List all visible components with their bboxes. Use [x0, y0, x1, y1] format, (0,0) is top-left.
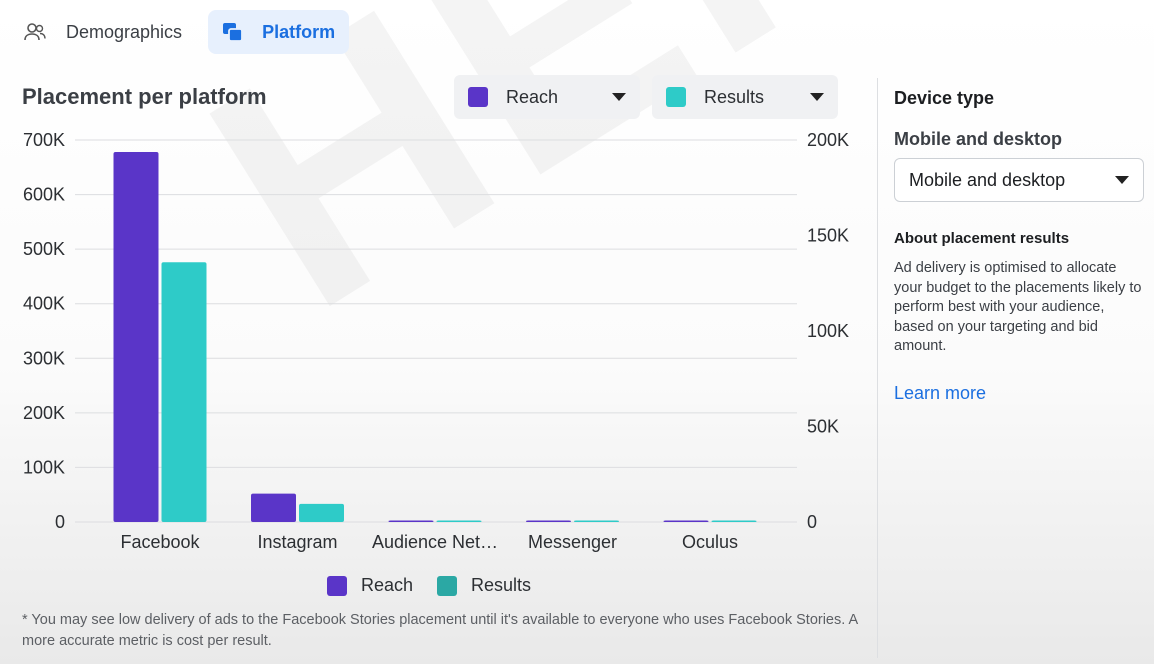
right-tick-label: 0 — [807, 512, 817, 532]
right-tick-label: 200K — [807, 130, 849, 150]
left-tick-label: 100K — [23, 457, 65, 477]
device-panel: Device type Mobile and desktop Mobile an… — [894, 88, 1144, 404]
left-tick-label: 300K — [23, 348, 65, 368]
bar-results-3 — [436, 520, 482, 522]
tab-bar: Demographics Platform — [10, 10, 350, 54]
chevron-down-icon — [810, 93, 824, 101]
results-metric-dropdown[interactable]: Results — [652, 75, 838, 119]
category-label: Oculus — [682, 532, 738, 552]
chevron-down-icon — [612, 93, 626, 101]
chevron-down-icon — [1115, 176, 1129, 184]
learn-more-link[interactable]: Learn more — [894, 382, 987, 403]
legend-label-results: Results — [471, 575, 532, 595]
legend-item-results[interactable]: Results — [437, 575, 531, 596]
device-select-value: Mobile and desktop — [909, 169, 1066, 190]
platform-icon — [222, 21, 244, 43]
about-title: About placement results — [894, 230, 1070, 247]
tab-demographics-label: Demographics — [66, 21, 183, 42]
bar-reach-5 — [663, 520, 709, 522]
bar-reach-3 — [388, 520, 434, 522]
tab-demographics[interactable]: Demographics — [10, 10, 196, 54]
device-select[interactable]: Mobile and desktop — [894, 158, 1144, 202]
legend-swatch-results — [437, 575, 458, 596]
left-tick-label: 0 — [55, 512, 65, 532]
chart-footnote: * You may see low delivery of ads to the… — [22, 612, 858, 649]
bar-results-2 — [299, 503, 344, 522]
bar-results-4 — [574, 520, 619, 522]
chart-title: Placement per platform — [22, 84, 267, 109]
tab-platform[interactable]: Platform — [208, 10, 350, 54]
tab-platform-label: Platform — [262, 21, 336, 42]
bar-results-1 — [161, 262, 207, 522]
legend-swatch-reach — [327, 575, 347, 596]
people-icon — [24, 21, 46, 43]
reach-metric-label: Reach — [506, 86, 559, 107]
category-label: Messenger — [528, 532, 617, 552]
left-tick-label: 200K — [23, 403, 65, 423]
bar-reach-2 — [251, 493, 296, 522]
reach-metric-dropdown[interactable]: Reach — [454, 75, 640, 119]
bar-reach-4 — [526, 520, 571, 522]
bar-reach-1 — [113, 152, 159, 522]
left-tick-label: 600K — [23, 185, 65, 205]
device-label: Mobile and desktop — [894, 129, 1063, 149]
legend-item-reach[interactable]: Reach — [327, 575, 413, 596]
device-type-title: Device type — [894, 88, 995, 108]
left-tick-label: 400K — [23, 294, 65, 314]
category-label: Instagram — [257, 532, 337, 552]
category-label: Facebook — [120, 532, 200, 552]
results-swatch — [666, 87, 686, 107]
right-tick-label: 50K — [807, 417, 839, 437]
results-metric-label: Results — [704, 86, 765, 107]
about-text: Ad delivery is optimised to allocate you… — [894, 260, 1142, 354]
bar-results-5 — [711, 520, 757, 522]
panel-divider — [877, 78, 878, 658]
legend-label-reach: Reach — [361, 575, 414, 595]
reach-swatch — [468, 87, 488, 107]
right-tick-label: 150K — [807, 226, 849, 246]
left-tick-label: 700K — [23, 130, 65, 150]
category-label: Audience Net… — [372, 532, 498, 552]
right-tick-label: 100K — [807, 321, 849, 341]
placement-chart: 0 100K 200K 300K 400K 500K 600K 700K 0 50K 100K 150… — [23, 130, 849, 552]
left-tick-label: 500K — [23, 239, 65, 259]
chart-legend: Reach Results — [327, 575, 531, 596]
